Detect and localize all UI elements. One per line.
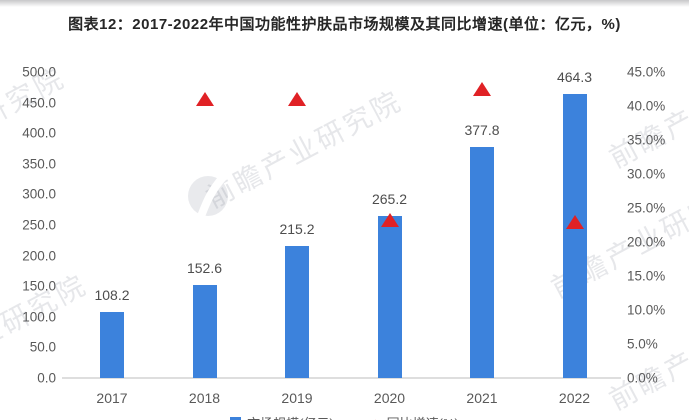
left-axis-tick: 150.0 bbox=[22, 278, 56, 294]
left-axis-tick: 400.0 bbox=[22, 125, 56, 141]
value-label-2022: 464.3 bbox=[556, 68, 593, 85]
x-tick-2017: 2017 bbox=[96, 390, 128, 406]
bar-swatch-icon bbox=[230, 417, 242, 420]
right-axis-tick: 45.0% bbox=[627, 64, 666, 80]
bar-2017 bbox=[100, 311, 124, 378]
left-axis-tick: 0.0 bbox=[37, 370, 56, 386]
bar-2019 bbox=[285, 246, 309, 378]
growth-marker-2021 bbox=[473, 82, 491, 96]
value-label-2018: 152.6 bbox=[186, 259, 223, 276]
right-axis-tick: 30.0% bbox=[627, 166, 666, 182]
x-tick-2021: 2021 bbox=[466, 390, 498, 406]
value-label-2020: 265.2 bbox=[371, 190, 408, 207]
x-tick-2019: 2019 bbox=[281, 390, 313, 406]
right-axis-tick: 5.0% bbox=[627, 336, 658, 352]
x-tick-2018: 2018 bbox=[188, 390, 221, 406]
legend-item-market-size: 市场规模(亿元) bbox=[230, 413, 334, 420]
left-axis-tick: 250.0 bbox=[22, 217, 56, 233]
right-axis-tick: 15.0% bbox=[627, 268, 666, 284]
right-axis-tick: 10.0% bbox=[627, 302, 666, 318]
value-label-2017: 108.2 bbox=[94, 286, 130, 303]
growth-marker-2020 bbox=[380, 213, 399, 228]
x-axis-baseline bbox=[62, 377, 621, 379]
x-tick-2020: 2020 bbox=[373, 390, 406, 406]
left-axis-tick: 500.0 bbox=[22, 64, 56, 80]
legend: 市场规模(亿元) ▲ 同比增速(%) bbox=[0, 413, 689, 420]
right-axis-tick: 35.0% bbox=[627, 132, 666, 148]
value-label-2019: 215.2 bbox=[279, 221, 315, 238]
growth-marker-2022 bbox=[565, 215, 584, 230]
growth-marker-2019 bbox=[288, 92, 306, 107]
bar-2022 bbox=[562, 93, 587, 378]
right-axis-tick: 0.0% bbox=[627, 370, 658, 386]
chart-title: 图表12：2017-2022年中国功能性护肤品市场规模及其同比增速(单位：亿元，… bbox=[68, 16, 621, 33]
right-axis-tick: 20.0% bbox=[627, 234, 666, 250]
bar-2020 bbox=[377, 215, 402, 378]
left-axis-tick: 100.0 bbox=[22, 309, 56, 325]
left-axis-tick: 200.0 bbox=[22, 248, 56, 264]
x-tick-2022: 2022 bbox=[558, 390, 591, 406]
value-label-2021: 377.8 bbox=[464, 121, 500, 138]
qianzhan-logo-icon bbox=[188, 175, 228, 217]
left-axis-tick: 450.0 bbox=[22, 95, 56, 111]
bar-2018 bbox=[192, 284, 217, 378]
right-axis-tick: 25.0% bbox=[627, 200, 666, 216]
top-edge-shade bbox=[0, 0, 689, 7]
right-axis-tick: 40.0% bbox=[627, 98, 666, 114]
legend-label: 市场规模(亿元) bbox=[247, 413, 334, 420]
growth-marker-2018 bbox=[195, 92, 214, 107]
left-axis-tick: 50.0 bbox=[29, 339, 56, 355]
left-axis-tick: 350.0 bbox=[22, 156, 56, 172]
triangle-marker-icon: ▲ bbox=[370, 417, 381, 420]
legend-item-growth: ▲ 同比增速(%) bbox=[370, 413, 459, 420]
bar-2021 bbox=[470, 146, 494, 378]
left-axis-tick: 300.0 bbox=[22, 186, 56, 202]
legend-label: 同比增速(%) bbox=[387, 413, 459, 420]
